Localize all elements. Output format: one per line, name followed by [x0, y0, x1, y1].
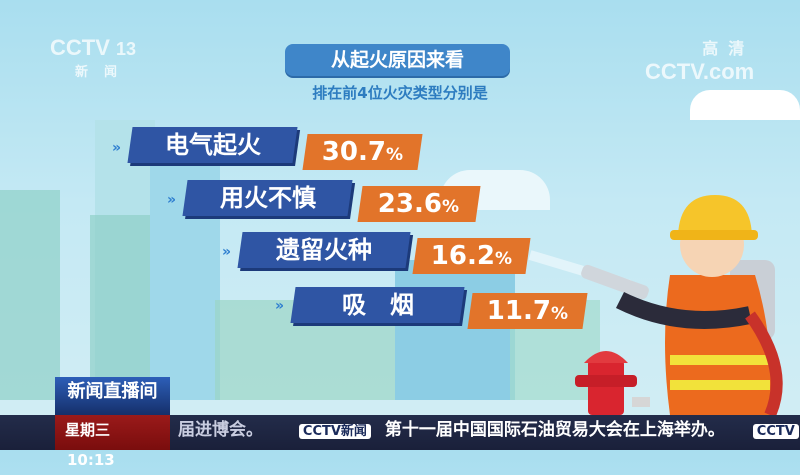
cause-value: 30.7%: [302, 134, 423, 170]
cctv13-logo: CCTV 13 新闻: [50, 35, 136, 80]
clock-time: 10:13: [67, 451, 115, 469]
background-building: [90, 215, 160, 400]
logo-brand: CCTV: [50, 35, 110, 60]
arrow-icon: »: [167, 192, 177, 208]
cctv-hd-logo: 高清 CCTV.com: [645, 35, 754, 85]
background-building: [0, 190, 60, 400]
cause-label: 遗留火种: [237, 232, 411, 268]
cloud: [690, 90, 800, 120]
firefighter-illustration: [528, 195, 783, 415]
fire-hydrant-illustration: [575, 351, 650, 415]
date-time-badge: 星期三 10:13: [55, 415, 170, 469]
arrow-icon: »: [275, 298, 285, 314]
weekday: 星期三: [65, 421, 111, 439]
infographic-title: 从起火原因来看: [285, 44, 510, 76]
hd-site: CCTV.com: [645, 59, 755, 84]
infographic-subtitle: 排在前4位火灾类型分别是: [312, 84, 488, 102]
logo-sub: 新闻: [75, 64, 134, 79]
hd-tag: 高清: [702, 41, 755, 58]
ticker-headline: 第十一届中国国际石油贸易大会在上海举办。: [384, 420, 725, 440]
cause-value: 16.2%: [412, 238, 531, 274]
cause-label: 电气起火: [127, 127, 298, 163]
ticker-prev-fragment: 届进博会。: [178, 420, 263, 440]
ticker-cctv-logo: CCTV: [752, 424, 799, 439]
cause-value: 23.6%: [357, 186, 481, 222]
logo-number: 13: [116, 39, 137, 59]
ticker-cctv-news-logo: CCTV新闻: [298, 424, 371, 439]
arrow-icon: »: [222, 244, 232, 260]
cause-label: 吸 烟: [290, 287, 465, 323]
arrow-icon: »: [112, 140, 122, 156]
program-name-badge: 新闻直播间: [55, 377, 170, 415]
background-building: [395, 260, 515, 400]
cause-label: 用火不慎: [182, 180, 353, 216]
